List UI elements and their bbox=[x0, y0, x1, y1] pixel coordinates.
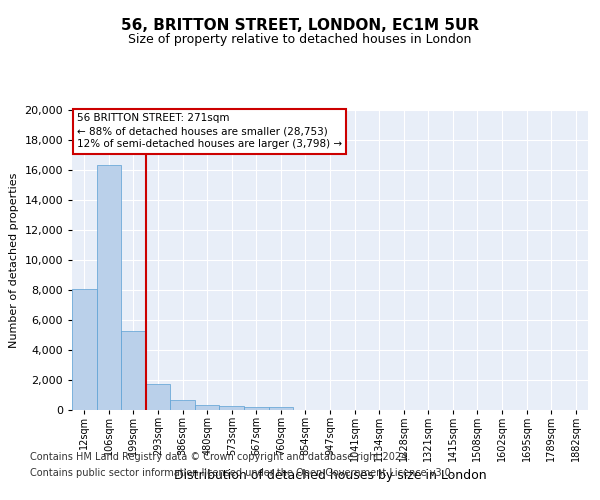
Bar bbox=[121, 330, 146, 410]
X-axis label: Distribution of detached houses by size in London: Distribution of detached houses by size … bbox=[173, 470, 487, 482]
Bar bbox=[244, 407, 269, 410]
Bar bbox=[269, 407, 293, 410]
Text: Size of property relative to detached houses in London: Size of property relative to detached ho… bbox=[128, 32, 472, 46]
Bar bbox=[146, 384, 170, 410]
Bar bbox=[97, 165, 121, 410]
Bar bbox=[220, 406, 244, 410]
Text: 56 BRITTON STREET: 271sqm
← 88% of detached houses are smaller (28,753)
12% of s: 56 BRITTON STREET: 271sqm ← 88% of detac… bbox=[77, 113, 342, 150]
Bar bbox=[170, 400, 195, 410]
Text: 56, BRITTON STREET, LONDON, EC1M 5UR: 56, BRITTON STREET, LONDON, EC1M 5UR bbox=[121, 18, 479, 32]
Bar bbox=[195, 405, 220, 410]
Bar bbox=[72, 289, 97, 410]
Text: Contains HM Land Registry data © Crown copyright and database right 2024.: Contains HM Land Registry data © Crown c… bbox=[30, 452, 410, 462]
Text: Contains public sector information licensed under the Open Government Licence v3: Contains public sector information licen… bbox=[30, 468, 454, 477]
Y-axis label: Number of detached properties: Number of detached properties bbox=[9, 172, 19, 348]
